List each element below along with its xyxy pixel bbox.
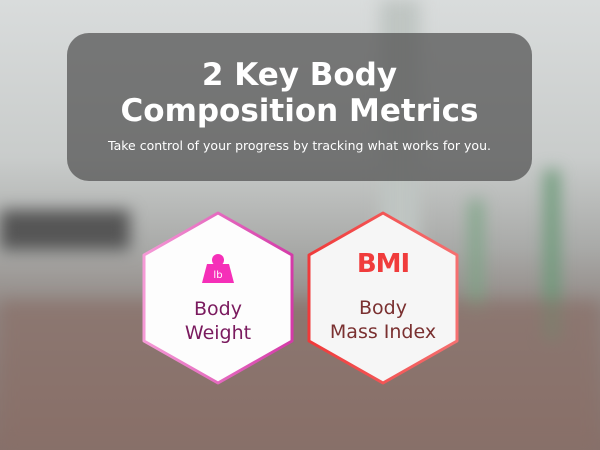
body-weight-card: lb Body Weight xyxy=(140,210,296,386)
title-line-1: 2 Key Body xyxy=(201,57,398,93)
svg-text:lb: lb xyxy=(213,270,222,281)
body-weight-label: Body Weight xyxy=(140,297,296,345)
label-line-1: Body xyxy=(194,298,242,320)
title-line-2: Composition Metrics xyxy=(120,93,479,129)
weight-icon: lb xyxy=(202,254,234,283)
subtitle: Take control of your progress by trackin… xyxy=(108,138,491,153)
page-title: 2 Key Body Composition Metrics xyxy=(67,57,532,129)
bmi-label: Body Mass Index xyxy=(305,296,461,344)
title-banner: 2 Key Body Composition Metrics Take cont… xyxy=(67,33,532,181)
label-line-1: Body xyxy=(359,297,407,319)
label-line-2: Weight xyxy=(184,322,252,344)
bmi-icon: BMI xyxy=(356,249,410,279)
label-line-2: Mass Index xyxy=(329,321,437,343)
bmi-card: BMI Body Mass Index xyxy=(305,210,461,386)
